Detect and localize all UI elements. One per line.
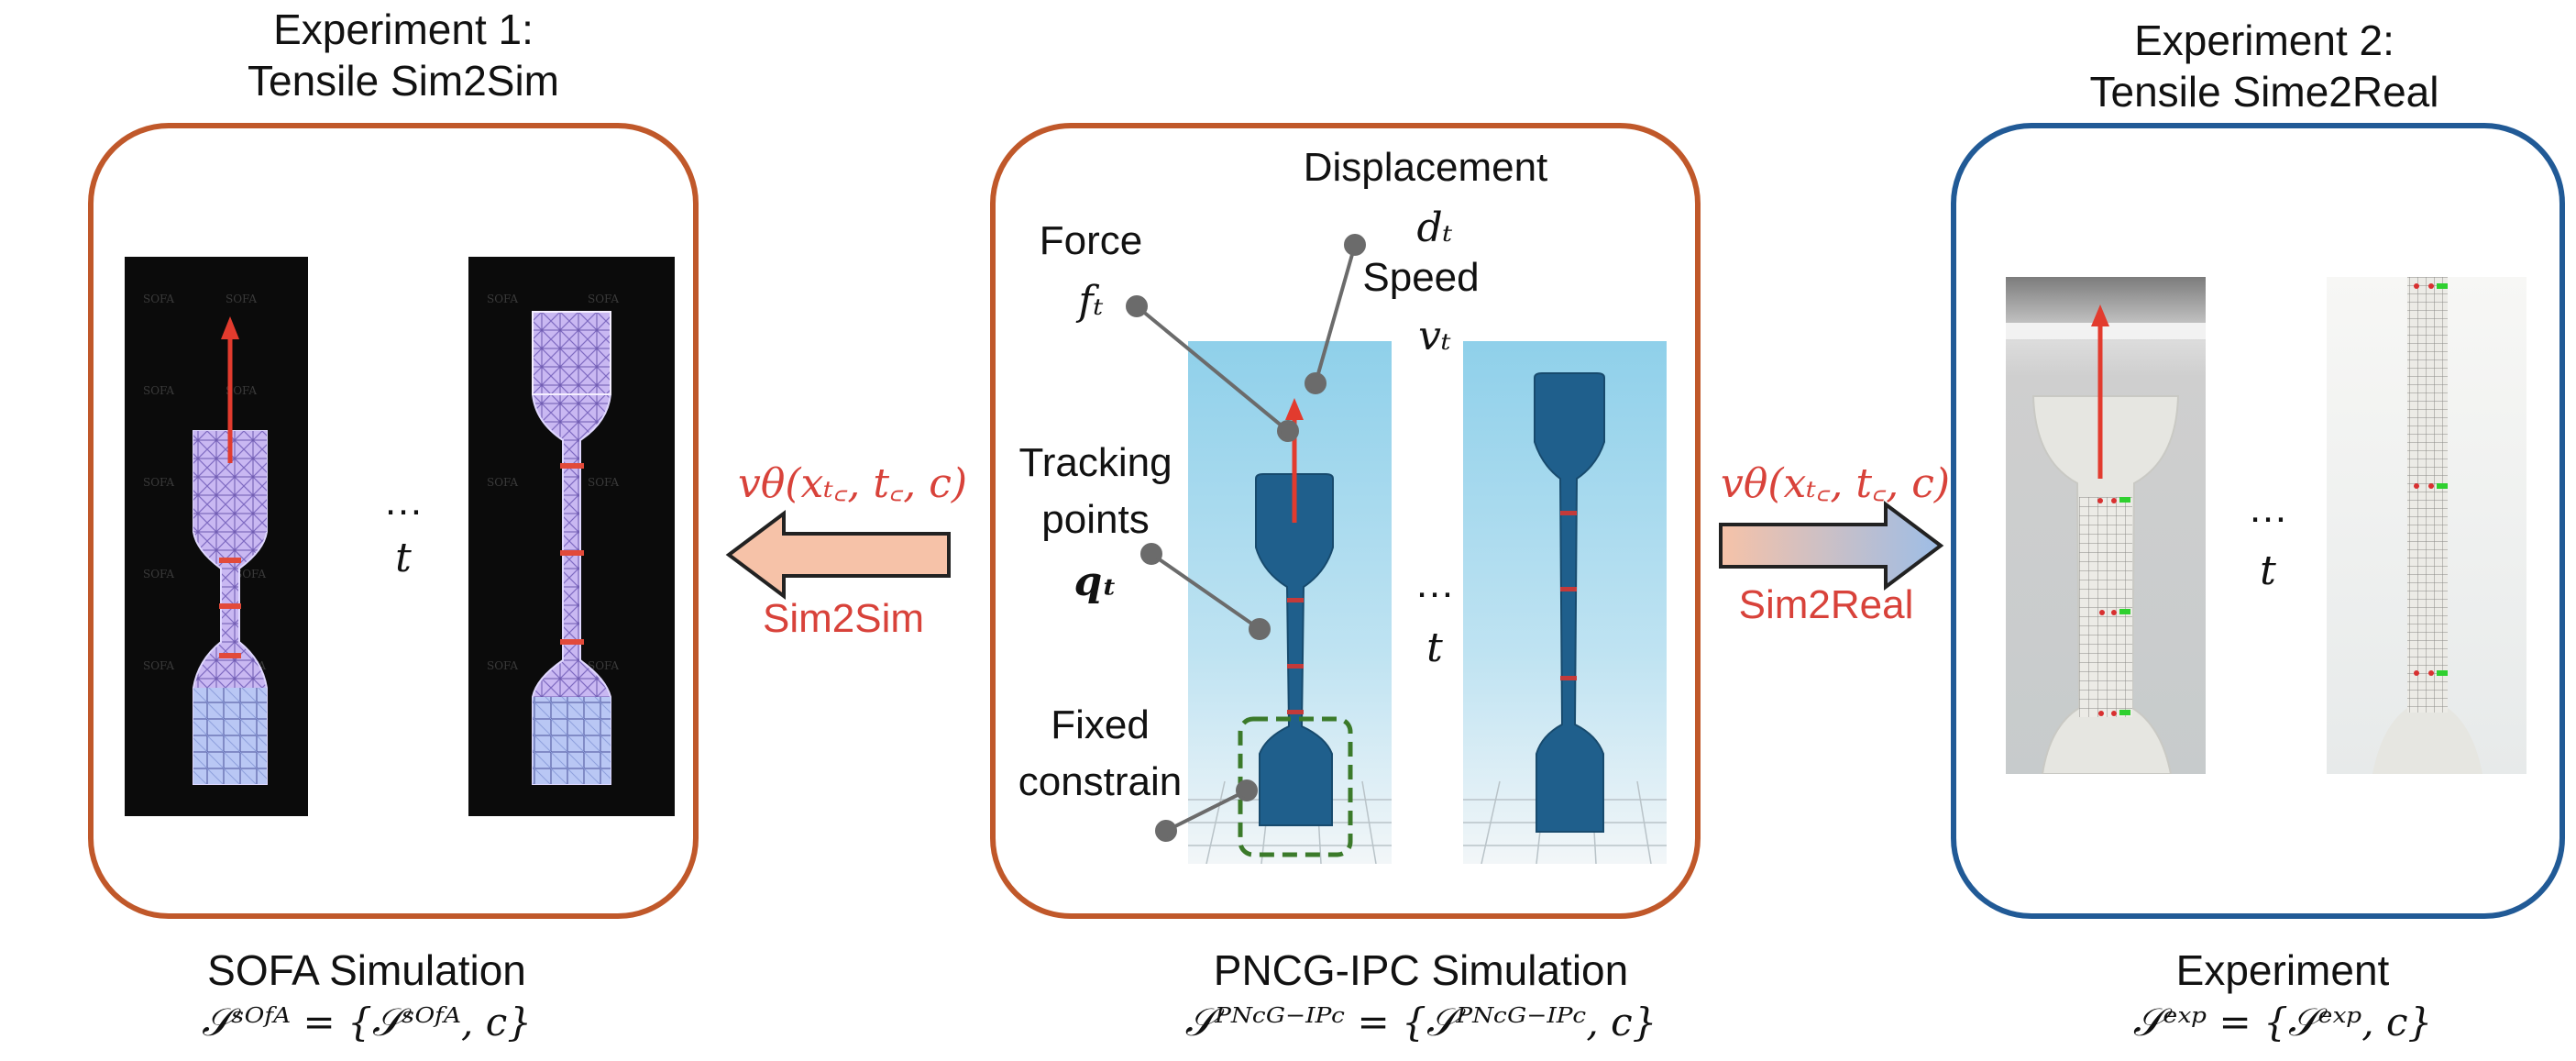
displacement-leader: [1314, 244, 1357, 384]
sofa-watermark: SOFA: [588, 476, 619, 489]
pncg-tracking-points: [1287, 598, 1304, 714]
sofa-grip-top: [532, 311, 611, 395]
left-arrow-formula: vθ(xₜ꜀, t꜀, c): [737, 460, 968, 507]
real-tracking-points: [2097, 498, 2117, 716]
center-formula: 𝒮ᴾᴺᶜᴳ⁻ᴵᴾᶜ = {𝒮ᴾᴺᶜᴳ⁻ᴵᴾᶜ, c}: [1184, 1000, 1657, 1044]
experiment1-title-line1: Experiment 1:: [273, 6, 534, 53]
pncg-specimen-2: [1534, 372, 1605, 833]
sofa-watermark: SOFA: [143, 476, 174, 489]
experiment2-time-symbol: t: [2260, 547, 2276, 594]
speed-label: Speed: [1362, 255, 1480, 300]
experiment1-caption: SOFA Simulation: [207, 946, 526, 994]
sofa-watermark: SOFA: [143, 293, 174, 305]
sofa-frame-2: SOFA SOFA SOFA SOFA SOFA SOFA: [468, 257, 675, 816]
left-arrow: [725, 510, 951, 600]
left-arrow-shape: [725, 510, 951, 600]
pncg-specimen-1: [1255, 473, 1334, 826]
experiment2-caption: Experiment: [2175, 946, 2390, 994]
pncg-frame-2: [1463, 341, 1667, 864]
real-tracking-tags: [2437, 283, 2448, 676]
force-leader-dot: [1126, 295, 1148, 317]
right-arrow: [1719, 501, 1944, 591]
sofa-watermark: SOFA: [487, 659, 518, 672]
experiment1-title: Experiment 1: Tensile Sim2Sim: [147, 4, 660, 106]
sofa-grip-bottom: [193, 688, 267, 784]
fixed-label-line2: constrain: [1018, 759, 1183, 804]
tracking-symbol: qₜ: [1073, 558, 1117, 605]
experiment1-time-symbol: t: [395, 535, 412, 581]
sofa-watermark: SOFA: [588, 293, 619, 305]
pull-arrow-head: [1285, 398, 1304, 420]
experiment2-title: Experiment 2: Tensile Sime2Real: [2008, 15, 2521, 117]
center-panel: [990, 123, 1701, 919]
tracking-leader: [1150, 552, 1261, 631]
clamp-bar: [2006, 323, 2206, 339]
sofa-watermark: SOFA: [143, 384, 174, 397]
displacement-label: Displacement: [1303, 145, 1548, 190]
sofa-watermark: SOFA: [487, 293, 518, 305]
real-tracking-tags: [2119, 497, 2130, 715]
pncg-tracking-points: [1560, 511, 1577, 680]
sofa-grip-bottom: [533, 697, 611, 784]
pull-arrow-head: [221, 316, 239, 339]
tracking-leader-dot: [1140, 543, 1162, 565]
experiment2-title-line2: Tensile Sime2Real: [2089, 68, 2439, 116]
sofa-watermark: SOFA: [143, 659, 174, 672]
pull-arrow-head: [2091, 304, 2109, 326]
fixed-leader-end: [1236, 779, 1258, 801]
experiment2-formula: 𝒮ᵉˣᵖ = {𝒮ᵉˣᵖ, c}: [2132, 1000, 2433, 1044]
force-label: Force: [1039, 218, 1143, 263]
experiment1-title-line2: Tensile Sim2Sim: [248, 57, 559, 105]
experiment2-ellipsis: …: [2248, 486, 2288, 531]
tracking-leader-end: [1249, 618, 1271, 640]
force-symbol: fₜ: [1078, 278, 1104, 325]
experiment1-formula: 𝒮ˢᴼᶠᴬ = {𝒮ˢᴼᶠᴬ, c}: [202, 1000, 532, 1044]
center-time-symbol: t: [1426, 624, 1443, 671]
experiment2-title-line1: Experiment 2:: [2134, 17, 2394, 64]
right-arrow-shape: [1719, 501, 1944, 591]
sofa-tracking-points: [560, 463, 584, 645]
sofa-tracking-points: [219, 558, 241, 658]
real-specimen-grid: [2079, 497, 2132, 717]
force-leader: [1135, 304, 1290, 433]
sofa-watermark: SOFA: [226, 293, 257, 305]
displacement-leader-end: [1305, 372, 1327, 394]
experiment2-panel: [1951, 123, 2565, 919]
sofa-watermarks: SOFA SOFA SOFA SOFA SOFA SOFA: [487, 293, 619, 672]
fixed-leader: [1165, 789, 1248, 833]
sofa-watermark: SOFA: [588, 659, 619, 672]
left-arrow-label: Sim2Sim: [762, 596, 925, 641]
center-caption: PNCG-IPC Simulation: [1213, 946, 1629, 994]
sofa-watermark: SOFA: [487, 476, 518, 489]
right-arrow-formula: vθ(xₜ꜀, t꜀, c): [1720, 460, 1951, 507]
real-photo-1: [2006, 277, 2206, 774]
displacement-leader-dot: [1344, 234, 1366, 256]
sofa-watermark: SOFA: [235, 568, 266, 580]
real-tracking-points: [2414, 283, 2434, 676]
fixed-label-line1: Fixed: [1051, 702, 1150, 747]
real-specimen-grid: [2407, 277, 2448, 713]
sofa-frame-1: SOFA SOFA SOFA SOFA SOFA SOFA SOFA SOFA …: [125, 257, 308, 816]
center-ellipsis: …: [1415, 561, 1455, 606]
displacement-symbol: dₜ: [1416, 204, 1453, 251]
tracking-label-line2: points: [1041, 497, 1150, 542]
tracking-label-line1: Tracking: [1018, 440, 1172, 485]
experiment1-panel: [88, 123, 699, 919]
experiment1-ellipsis: …: [383, 479, 424, 524]
fixed-leader-dot: [1155, 820, 1177, 842]
real-photo-2: [2327, 277, 2526, 774]
force-leader-end: [1277, 420, 1299, 442]
sofa-watermark: SOFA: [226, 384, 257, 397]
right-arrow-label: Sim2Real: [1738, 582, 1914, 627]
speed-symbol: vₜ: [1418, 313, 1451, 359]
sofa-watermark: SOFA: [143, 568, 174, 580]
